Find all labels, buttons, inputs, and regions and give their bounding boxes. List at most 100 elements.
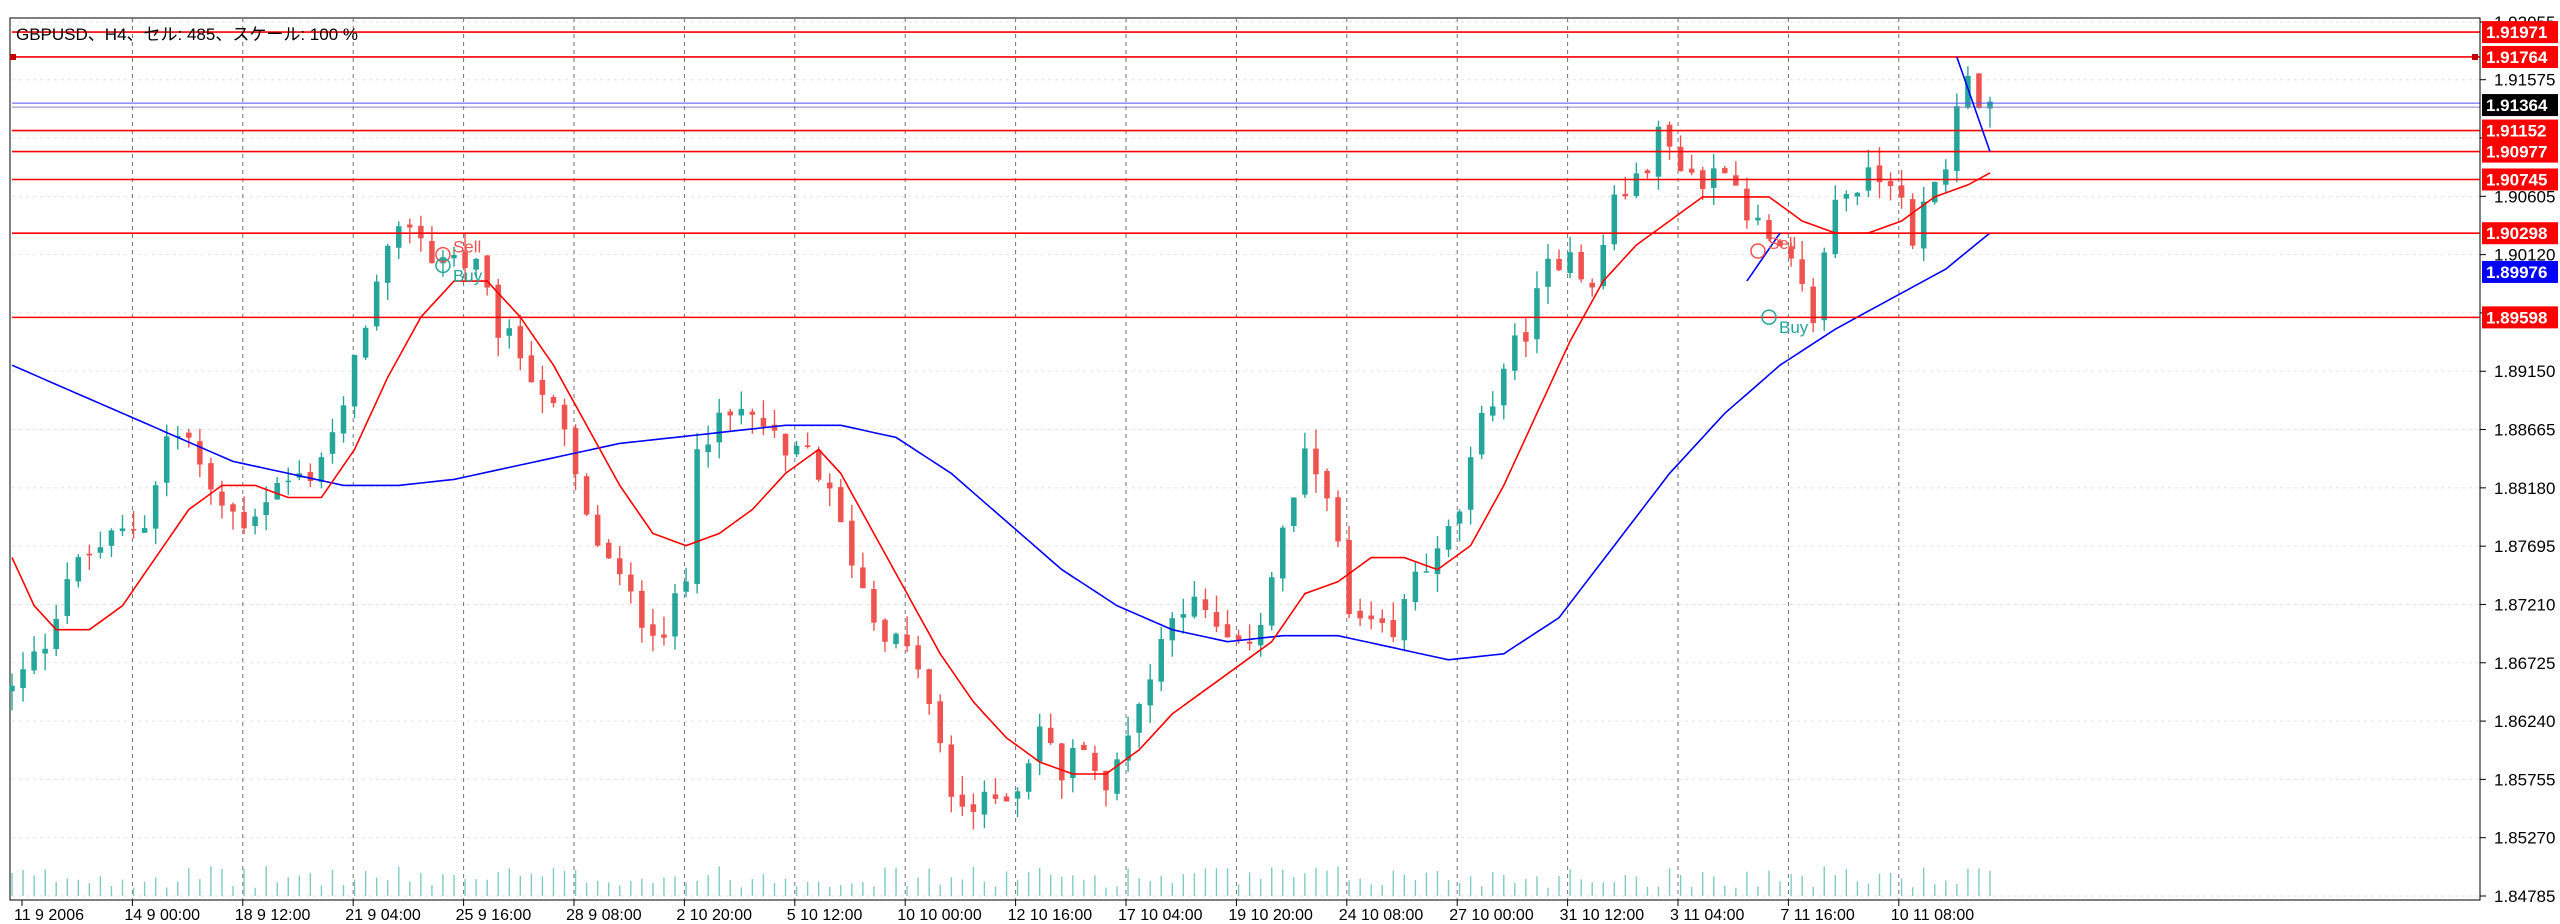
- candle-body: [186, 432, 192, 438]
- y-tick-label: 1.86725: [2494, 654, 2555, 673]
- candle-body: [1036, 726, 1043, 762]
- sma-slow-badge-bg: [2482, 260, 2558, 283]
- candle-body: [506, 328, 513, 336]
- candle-body: [782, 433, 789, 456]
- time-axis: 11 9 2006 14 9 00:00 18 9 12:00 21 9 04:00 2…: [10, 899, 2480, 924]
- candle-body: [1777, 240, 1783, 247]
- candle-body: [130, 529, 137, 531]
- candle-body: [1434, 548, 1441, 575]
- x-tick-label: 12 10 16:00: [1008, 907, 1093, 924]
- candle-layer: [9, 66, 1993, 830]
- candle-body: [119, 528, 126, 532]
- level-badge-label: 1.90298: [2486, 224, 2547, 243]
- level-badge-label: 1.91764: [2486, 48, 2548, 67]
- candle-body: [1821, 252, 1828, 321]
- candle-body: [1324, 470, 1330, 499]
- level-badge-label: 1.89598: [2486, 308, 2547, 327]
- candle-body: [882, 619, 888, 642]
- candle-body: [407, 224, 413, 228]
- candle-body: [639, 590, 645, 628]
- candle-body: [683, 581, 689, 592]
- candle-body: [395, 226, 402, 248]
- candle-body: [1191, 596, 1198, 617]
- candle-body: [241, 511, 247, 529]
- x-tick-label: 3 11 04:00: [1670, 907, 1745, 924]
- candle-body: [594, 514, 601, 546]
- candle-body: [197, 441, 203, 465]
- candle-body: [1291, 497, 1297, 527]
- sell-marker-icon: [1750, 243, 1766, 259]
- candle-body: [152, 485, 159, 529]
- candle-body: [970, 804, 977, 812]
- level-badge-bg: [2482, 45, 2558, 68]
- candle-body: [473, 258, 479, 270]
- candle-body: [141, 528, 148, 533]
- candle-body: [230, 504, 236, 512]
- candle-body: [1887, 181, 1894, 187]
- candle-body: [1456, 511, 1463, 524]
- trend-line-short: [1746, 232, 1781, 282]
- candle-body: [163, 436, 170, 483]
- candle-body: [263, 502, 269, 516]
- y-tick-label: 1.85755: [2494, 770, 2555, 789]
- candle-body: [904, 634, 910, 647]
- y-tick-label: 1.87695: [2494, 537, 2555, 556]
- candle-body: [1534, 288, 1540, 340]
- candle-body: [1467, 457, 1474, 510]
- grid-layer: [9, 17, 2481, 901]
- candle-body: [1379, 618, 1385, 624]
- level-badge-label: 1.90745: [2486, 170, 2547, 189]
- candle-body: [605, 542, 612, 559]
- candle-body: [373, 281, 380, 327]
- candle-body: [661, 634, 667, 638]
- candle-body: [1014, 791, 1021, 799]
- y-tick-label: 1.89150: [2494, 362, 2555, 381]
- x-tick-label: 19 10 20:00: [1228, 907, 1313, 924]
- x-tick-label: 24 10 08:00: [1339, 907, 1424, 924]
- x-tick-label: 7 11 16:00: [1780, 907, 1855, 924]
- candle-body: [572, 427, 579, 475]
- candle-body: [274, 483, 280, 500]
- candle-body: [1081, 744, 1087, 751]
- x-tick-label: 2 10 20:00: [676, 907, 752, 924]
- candle-body: [64, 579, 71, 616]
- candle-body: [1710, 168, 1717, 188]
- candle-body: [384, 245, 391, 283]
- candle-body: [1147, 679, 1153, 706]
- level-badge-label: 1.90977: [2486, 143, 2547, 162]
- current-price-badge-bg: [2482, 94, 2558, 117]
- candle-body: [937, 701, 943, 744]
- candle-body: [583, 476, 590, 515]
- candle-body: [517, 326, 524, 359]
- price-axis: 1.920551.915751.910901.906051.901201.896…: [2479, 13, 2558, 906]
- candle-body: [53, 618, 59, 649]
- buy-marker-icon: [435, 257, 451, 274]
- candle-body: [1047, 727, 1054, 744]
- candle-body: [1180, 614, 1187, 618]
- candle-body: [628, 574, 634, 592]
- candle-body: [1136, 704, 1142, 733]
- x-tick-label: 11 9 2006: [14, 907, 84, 924]
- candle-body: [1202, 599, 1209, 611]
- buy-marker-icon: [1761, 309, 1777, 325]
- candle-body: [1909, 199, 1916, 246]
- candle-body: [915, 645, 921, 670]
- candle-body: [307, 472, 314, 482]
- candle-body: [1876, 165, 1883, 183]
- candle-body: [1280, 527, 1286, 579]
- volume-layer: [11, 866, 1991, 896]
- level-badge-bg: [2482, 21, 2558, 44]
- candle-body: [418, 225, 424, 239]
- candle-body: [760, 418, 767, 427]
- candle-body: [1744, 188, 1750, 221]
- candle-body: [42, 648, 48, 654]
- level-badge-bg: [2482, 168, 2558, 191]
- candle-body: [550, 397, 557, 404]
- candle-body: [9, 685, 15, 692]
- candle-body: [1224, 624, 1231, 638]
- candle-body: [1346, 539, 1352, 615]
- candle-body: [1501, 368, 1507, 406]
- y-tick-label: 1.84785: [2494, 887, 2555, 906]
- candle-body: [1622, 193, 1629, 197]
